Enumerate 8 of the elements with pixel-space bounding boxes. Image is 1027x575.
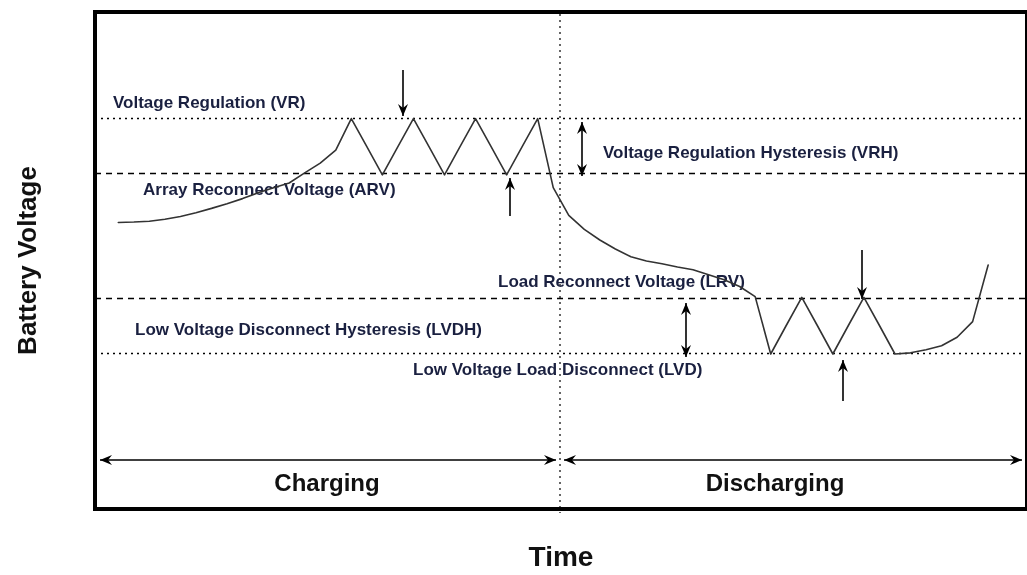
ref-line-label: Voltage Regulation (VR) (113, 92, 306, 112)
annotation: Charging (274, 469, 380, 497)
y-axis-title: Battery Voltage (12, 166, 42, 355)
annotation: Discharging (705, 469, 845, 497)
legend-label: Low Voltage Load Disconnect (LVD) (413, 359, 703, 379)
annotation: Low Voltage Disconnect Hysteresis (LVDH) (135, 320, 482, 340)
annotation: Voltage Regulation Hysteresis (VRH) (603, 143, 899, 163)
x-axis-title: Time (528, 540, 594, 572)
